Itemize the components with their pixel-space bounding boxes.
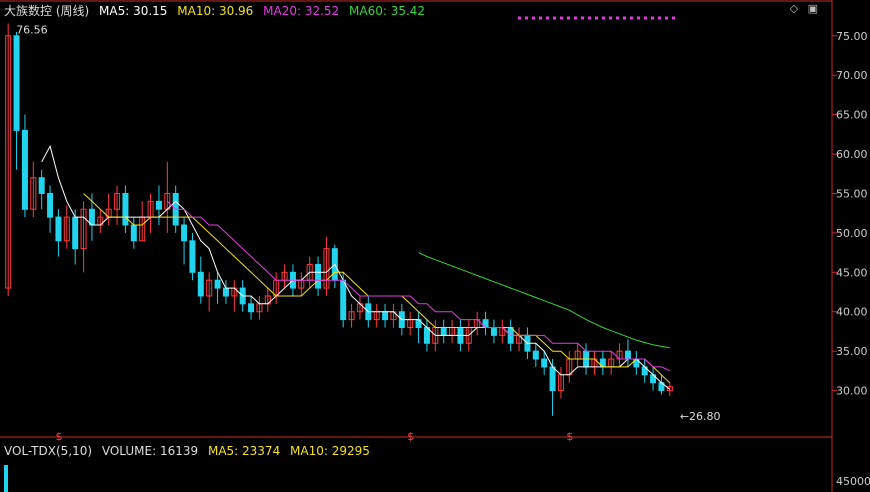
candle-body [206, 279, 213, 297]
candle-body [214, 279, 221, 289]
price-tick-label: 45.00 [836, 266, 868, 279]
candle-body [80, 208, 87, 250]
candle-body [181, 224, 188, 242]
price-plot-area: 76.56←26.80$$$ [5, 16, 721, 443]
ma60-readout: MA60: 35.42 [349, 4, 426, 18]
candle-body [114, 192, 121, 210]
volume-ma5-readout: MA5: 23374 [207, 444, 281, 458]
chart-title: 大族数控 (周线) [4, 4, 90, 18]
candle-body [21, 129, 28, 210]
candle-body [130, 224, 137, 242]
price-tick-label: 75.00 [836, 30, 868, 43]
candle-body [532, 350, 539, 360]
candle-body [323, 248, 330, 289]
candle-body [122, 192, 129, 226]
price-tick-label: 30.00 [836, 385, 868, 398]
price-tick-label: 35.00 [836, 345, 868, 358]
candle-body [155, 200, 162, 210]
price-tick-label: 65.00 [836, 109, 868, 122]
price-tick-label: 55.00 [836, 187, 868, 200]
candle-body [189, 240, 196, 273]
candle-body [666, 386, 673, 392]
volume-ma10-readout: MA10: 29295 [290, 444, 370, 458]
candle-body [38, 177, 45, 194]
candle-body [490, 327, 497, 336]
ma20-readout: MA20: 32.52 [263, 4, 340, 18]
volume-bar [4, 465, 8, 492]
candle-body [382, 311, 389, 321]
candle-body [13, 35, 20, 131]
volume-readout: VOLUME: 16139 [101, 444, 199, 458]
candle-body [440, 327, 447, 336]
candle-body [197, 271, 204, 297]
candle-body [248, 303, 255, 313]
candle-body [315, 263, 322, 289]
chart-controls: ◇ ▣ [784, 2, 818, 15]
candle-body [5, 35, 12, 289]
candle-body [88, 208, 95, 226]
ma-line-ma5 [41, 144, 671, 390]
candle-body [624, 350, 631, 360]
candle-body [30, 177, 37, 210]
price-annotation: ←26.80 [680, 410, 721, 423]
candle-body [55, 216, 62, 242]
candle-body [549, 366, 556, 392]
candle-body [47, 192, 54, 218]
price-header: 大族数控 (周线) MA5: 30.15 MA10: 30.96 MA20: 3… [4, 2, 431, 19]
price-tick-label: 50.00 [836, 227, 868, 240]
candle-body [63, 216, 70, 242]
diamond-icon[interactable]: ◇ [789, 2, 799, 15]
price-tick-label: 60.00 [836, 148, 868, 161]
price-tick-label: 70.00 [836, 69, 868, 82]
candle-body [72, 216, 79, 250]
candle-body [541, 358, 548, 368]
ma-line-ma20 [166, 200, 671, 372]
candle-body [222, 287, 229, 297]
volume-plot-area [4, 465, 8, 492]
candle-body [340, 279, 347, 321]
expand-icon[interactable]: ▣ [807, 2, 818, 15]
volume-indicator-name: VOL-TDX(5,10) [4, 444, 93, 458]
ma5-readout: MA5: 30.15 [99, 4, 168, 18]
price-annotation: 76.56 [16, 23, 48, 36]
candle-body [348, 311, 355, 321]
ma10-readout: MA10: 30.96 [177, 4, 254, 18]
ma-line-ma60 [418, 252, 670, 349]
price-tick-label: 40.00 [836, 306, 868, 319]
ma-line-ma10 [83, 193, 671, 384]
volume-header: VOL-TDX(5,10) VOLUME: 16139 MA5: 23374 M… [4, 444, 376, 458]
volume-tick-label: 45000 [836, 475, 870, 488]
